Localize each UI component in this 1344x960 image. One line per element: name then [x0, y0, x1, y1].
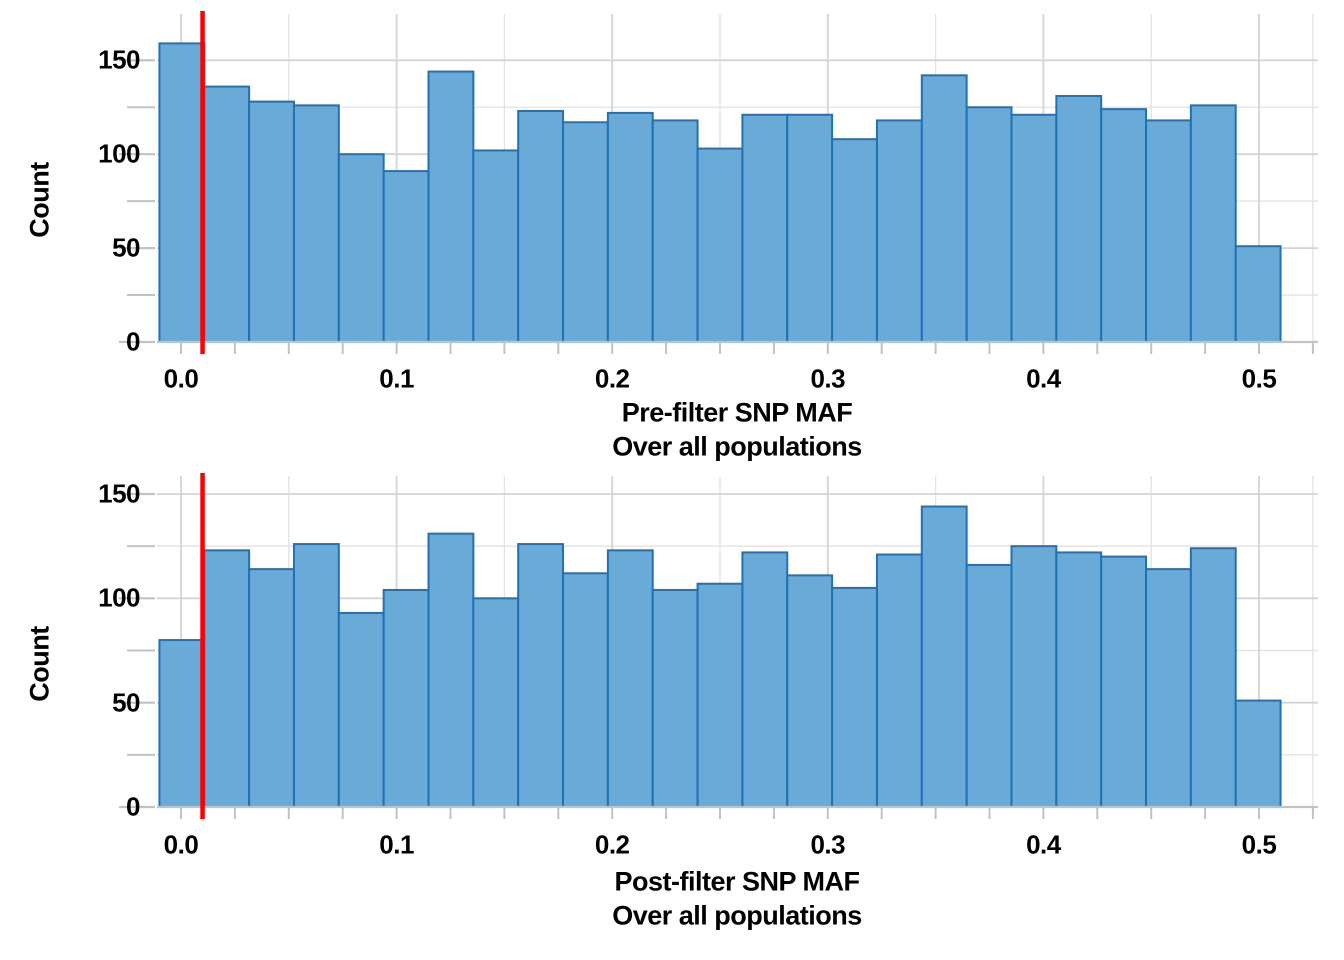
x-tick-label: 0.0: [163, 363, 199, 394]
histogram-bar: [831, 138, 878, 343]
histogram-bar: [562, 121, 609, 343]
histogram-bar: [965, 563, 1013, 809]
histogram-bar: [920, 505, 968, 808]
bottom-xaxis-title-line1: Post-filter SNP MAF: [614, 866, 860, 897]
histogram-bar: [562, 572, 609, 809]
histogram-bar: [1055, 94, 1103, 344]
histogram-bar: [292, 543, 340, 808]
histogram-bar: [1100, 108, 1148, 343]
histogram-bar: [1100, 555, 1148, 809]
histogram-bar: [831, 586, 878, 808]
histogram-bar: [606, 549, 654, 808]
histogram-bar: [517, 110, 565, 343]
histogram-bar: [651, 588, 699, 809]
y-tick-label: 100: [98, 582, 140, 613]
y-tick-label: 50: [112, 232, 140, 263]
histogram-bar: [651, 119, 699, 344]
bottom-xaxis-title-line2: Over all populations: [612, 900, 862, 931]
histogram-bar: [248, 100, 295, 343]
histogram-bar: [203, 549, 251, 808]
y-tick-label: 0: [126, 326, 140, 357]
histogram-bar: [696, 582, 744, 808]
top-xaxis-title-line2: Over all populations: [612, 431, 862, 462]
histogram-bar: [337, 611, 385, 808]
histogram-bar: [696, 147, 744, 343]
histogram-bar: [875, 119, 923, 344]
histogram-bar: [786, 113, 834, 344]
histogram-bar: [248, 568, 295, 809]
histogram-bar: [158, 42, 206, 343]
histogram-bar: [786, 574, 834, 808]
histogram-bar: [517, 543, 565, 808]
top-xaxis-title-line1: Pre-filter SNP MAF: [621, 397, 853, 428]
x-tick-label: 0.4: [1026, 829, 1061, 860]
histogram-bar: [337, 153, 385, 343]
x-tick-label: 0.5: [1241, 363, 1277, 394]
histogram-bar: [1189, 547, 1237, 808]
histogram-bar: [1145, 568, 1192, 809]
x-tick-label: 0.2: [594, 363, 630, 394]
histogram-bar: [741, 113, 789, 344]
y-tick-label: 150: [98, 478, 140, 509]
x-tick-label: 0.5: [1241, 829, 1277, 860]
x-tick-label: 0.4: [1026, 363, 1061, 394]
x-tick-label: 0.1: [379, 363, 414, 394]
histogram-bar: [1234, 699, 1282, 809]
histogram-bar: [1145, 119, 1192, 344]
histogram-bar: [472, 149, 520, 343]
histogram-bar: [920, 74, 968, 343]
histogram-bar: [1234, 245, 1282, 343]
histogram-bar: [292, 104, 340, 344]
histogram-bar: [1189, 104, 1237, 344]
y-tick-label: 0: [126, 791, 140, 822]
y-tick-label: 100: [98, 138, 140, 169]
histogram-bar: [875, 553, 923, 808]
histogram-bar: [427, 70, 475, 344]
histogram-bar: [606, 111, 654, 343]
histogram-bar: [158, 639, 206, 809]
histogram-bar: [965, 106, 1013, 343]
histogram-bar: [427, 532, 475, 808]
x-tick-label: 0.3: [810, 363, 846, 394]
histogram-bar: [382, 588, 430, 809]
x-tick-label: 0.2: [594, 829, 630, 860]
histogram-bar: [1055, 551, 1103, 808]
histogram-bar: [1010, 113, 1058, 344]
histogram-bar: [382, 170, 430, 343]
histogram-bar: [1010, 545, 1058, 808]
histogram-bar: [741, 551, 789, 808]
y-tick-label: 50: [112, 687, 140, 718]
histogram-bar: [472, 597, 520, 809]
x-tick-label: 0.3: [810, 829, 846, 860]
x-tick-label: 0.0: [163, 829, 199, 860]
histogram-bar: [203, 85, 251, 344]
top-yaxis-title: Count: [24, 162, 55, 238]
x-tick-label: 0.1: [379, 829, 414, 860]
y-tick-label: 150: [98, 44, 140, 75]
